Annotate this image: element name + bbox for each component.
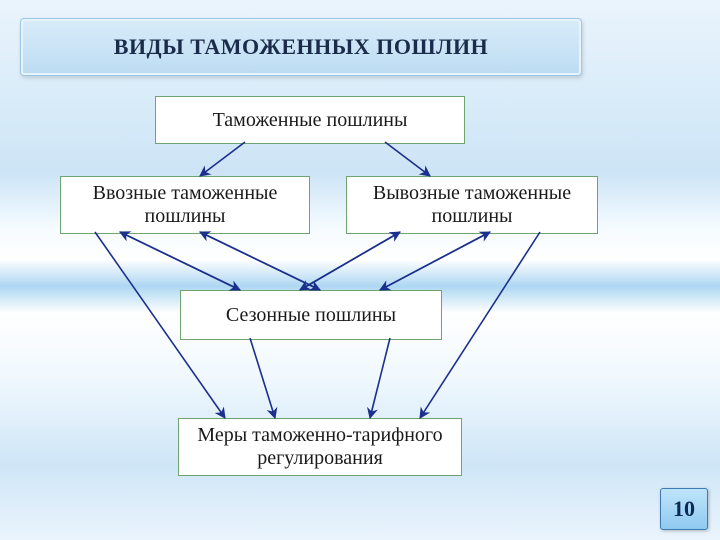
node-import: Ввозные таможенныепошлины — [60, 176, 310, 234]
node-measures: Меры таможенно-тарифногорегулирования — [178, 418, 462, 476]
page-number-badge: 10 — [660, 488, 708, 530]
node-top: Таможенные пошлины — [155, 96, 465, 144]
node-export: Вывозные таможенныепошлины — [346, 176, 598, 234]
node-season: Сезонные пошлины — [180, 290, 442, 340]
slide-title: ВИДЫ ТАМОЖЕННЫХ ПОШЛИН — [20, 18, 582, 76]
